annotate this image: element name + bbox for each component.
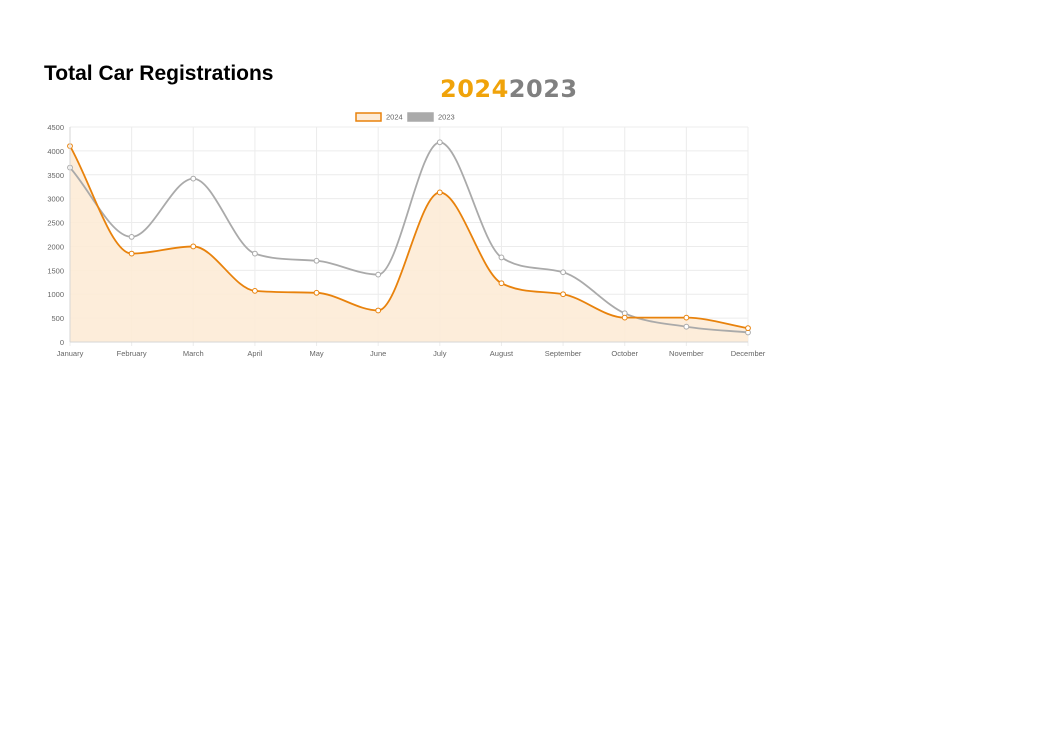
x-tick-label: November — [669, 349, 704, 358]
data-point-2024[interactable] — [498, 280, 505, 287]
data-point-2023[interactable] — [683, 323, 690, 330]
data-point-2023[interactable] — [313, 257, 320, 264]
data-point-2024[interactable] — [621, 314, 628, 321]
data-point-2024[interactable] — [683, 314, 690, 321]
data-point-2023[interactable] — [498, 254, 505, 261]
x-tick-label: June — [370, 349, 386, 358]
year-comparison-header: 20242023 — [440, 75, 578, 103]
y-tick-label: 3500 — [47, 171, 64, 180]
series-line-2023 — [69, 141, 749, 334]
data-point-2024[interactable] — [128, 250, 135, 257]
y-tick-label: 1000 — [47, 290, 64, 299]
legend-label-2023[interactable]: 2023 — [438, 113, 455, 122]
data-point-2023[interactable] — [375, 271, 382, 278]
x-tick-label: April — [247, 349, 262, 358]
data-point-2024[interactable] — [560, 291, 566, 298]
x-tick-label: February — [117, 349, 147, 358]
x-tick-label: September — [545, 349, 582, 358]
legend-swatch-2023[interactable] — [407, 112, 434, 122]
data-point-2023[interactable] — [128, 233, 135, 240]
page-title: Total Car Registrations — [44, 62, 274, 85]
data-point-2024[interactable] — [190, 243, 197, 250]
x-tick-label: December — [731, 349, 766, 358]
y-tick-label: 2000 — [47, 242, 64, 251]
chart-legend[interactable]: 2024 2023 — [355, 112, 455, 122]
data-point-2023[interactable] — [252, 250, 258, 257]
data-point-2023[interactable] — [190, 175, 197, 182]
data-point-2024[interactable] — [745, 325, 751, 332]
x-tick-label: March — [183, 349, 204, 358]
data-point-2024[interactable] — [313, 289, 320, 296]
point-layer — [67, 139, 751, 336]
data-point-2024[interactable] — [375, 307, 382, 314]
y-tick-label: 0 — [60, 338, 64, 347]
legend-label-2024[interactable]: 2024 — [386, 113, 403, 122]
x-tick-label: January — [57, 349, 84, 358]
data-point-2023[interactable] — [436, 139, 443, 146]
data-point-2024[interactable] — [436, 189, 443, 196]
x-tick-label: May — [309, 349, 323, 358]
year-previous-label: 2023 — [508, 75, 578, 103]
x-tick-label: August — [490, 349, 514, 358]
x-tick-label: October — [611, 349, 638, 358]
area-layer — [70, 146, 748, 342]
y-tick-label: 4000 — [47, 147, 64, 156]
x-tick-label: July — [433, 349, 447, 358]
legend-swatch-2024[interactable] — [355, 112, 382, 122]
data-point-2023[interactable] — [560, 269, 566, 276]
year-current-label: 2024 — [440, 75, 509, 103]
data-point-2024[interactable] — [252, 287, 258, 294]
y-tick-label: 3000 — [47, 195, 64, 204]
series-area-2024 — [70, 146, 748, 342]
y-tick-label: 500 — [51, 314, 64, 323]
y-tick-label: 4500 — [47, 123, 64, 132]
y-tick-label: 1500 — [47, 266, 64, 275]
y-tick-label: 2500 — [47, 219, 64, 228]
axis-layer: 0 500 1000 1500 2000 2500 3000 3500 4000 4500 Janu… — [47, 123, 765, 358]
